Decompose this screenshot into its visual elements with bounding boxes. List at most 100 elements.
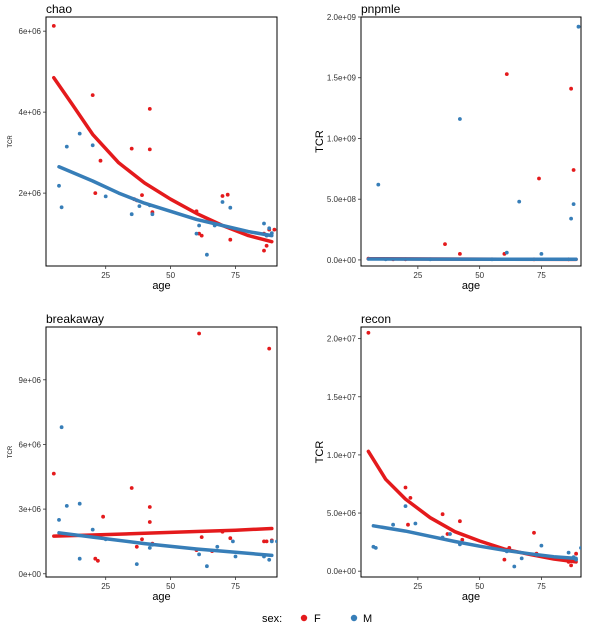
data-point-M xyxy=(374,546,378,550)
data-point-M xyxy=(78,502,82,506)
data-point-M xyxy=(428,257,432,261)
data-point-M xyxy=(505,550,509,554)
data-point-F xyxy=(52,472,56,476)
series-F xyxy=(367,331,578,567)
data-point-F xyxy=(537,177,541,181)
y-tick-label: 0e+00 xyxy=(19,570,42,579)
panel-title: recon xyxy=(361,312,391,326)
panel-title: chao xyxy=(46,2,72,16)
data-point-F xyxy=(228,536,232,540)
data-point-F xyxy=(567,560,571,564)
data-point-F xyxy=(226,193,230,197)
data-point-F xyxy=(96,559,100,563)
data-point-F xyxy=(200,234,204,238)
y-tick-label: 2.0e+09 xyxy=(327,13,357,22)
data-point-M xyxy=(540,544,544,548)
series-M xyxy=(368,25,580,261)
y-tick-label: 6e+06 xyxy=(19,440,42,449)
y-tick-label: 9e+06 xyxy=(19,376,42,385)
y-tick-label: 0.0e+00 xyxy=(327,567,357,576)
data-point-M xyxy=(65,504,69,508)
x-axis-label: age xyxy=(462,280,480,292)
data-point-M xyxy=(57,518,61,522)
legend-key-F xyxy=(301,615,307,621)
data-point-F xyxy=(99,159,103,163)
data-point-F xyxy=(195,209,199,213)
y-tick-label: 2.0e+07 xyxy=(327,335,357,344)
y-tick-label: 5.0e+08 xyxy=(327,195,357,204)
panel-title: breakaway xyxy=(46,312,104,326)
data-point-M xyxy=(197,224,201,228)
data-point-M xyxy=(205,564,209,568)
data-point-M xyxy=(104,195,108,199)
y-tick-label: 1.0e+07 xyxy=(327,451,357,460)
data-point-M xyxy=(138,204,142,208)
data-point-M xyxy=(262,555,266,559)
series-F xyxy=(52,332,274,563)
data-point-F xyxy=(135,545,139,549)
data-point-M xyxy=(391,523,395,527)
data-point-F xyxy=(130,147,134,151)
data-point-M xyxy=(148,203,152,207)
data-point-M xyxy=(65,145,69,149)
data-point-M xyxy=(490,257,494,261)
data-point-F xyxy=(265,244,269,248)
trend-line-M xyxy=(59,167,272,236)
data-point-M xyxy=(414,522,418,526)
x-axis-label: age xyxy=(152,280,170,292)
data-point-F xyxy=(443,242,447,246)
data-point-F xyxy=(148,148,152,152)
data-point-M xyxy=(441,536,445,540)
data-point-M xyxy=(535,553,539,557)
data-point-M xyxy=(574,558,578,562)
data-point-M xyxy=(60,205,64,209)
data-point-M xyxy=(275,540,279,544)
data-point-M xyxy=(517,200,521,204)
data-point-M xyxy=(567,551,571,555)
data-point-F xyxy=(406,523,410,527)
data-point-F xyxy=(221,530,225,534)
data-point-F xyxy=(140,193,144,197)
legend-title: sex: xyxy=(262,613,282,625)
data-point-M xyxy=(148,546,152,550)
data-point-F xyxy=(148,107,152,111)
x-tick-label: 75 xyxy=(231,582,240,591)
data-point-F xyxy=(148,520,152,524)
data-point-M xyxy=(505,251,509,255)
y-tick-label: 6e+06 xyxy=(19,27,42,36)
data-point-M xyxy=(270,231,274,235)
panel-recon: recon0.0e+005.0e+061.0e+071.5e+072.0e+07… xyxy=(314,312,583,603)
trend-line-F xyxy=(54,78,272,242)
data-point-F xyxy=(532,531,536,535)
data-point-M xyxy=(448,532,452,536)
x-tick-label: 75 xyxy=(537,271,546,280)
data-point-F xyxy=(572,168,576,172)
data-point-F xyxy=(52,24,56,28)
data-point-F xyxy=(130,486,134,490)
data-point-M xyxy=(130,212,134,216)
x-tick-label: 25 xyxy=(413,582,422,591)
data-point-F xyxy=(569,87,573,91)
data-point-F xyxy=(569,564,573,568)
y-axis-label: TCR xyxy=(8,135,14,148)
data-point-F xyxy=(441,512,445,516)
data-point-M xyxy=(577,25,581,29)
data-point-M xyxy=(512,565,516,569)
data-point-M xyxy=(221,200,225,204)
data-point-M xyxy=(91,528,95,532)
data-point-M xyxy=(384,257,388,261)
data-point-M xyxy=(151,212,155,216)
data-point-M xyxy=(215,545,219,549)
x-tick-label: 25 xyxy=(413,271,422,280)
data-point-F xyxy=(503,558,507,562)
data-point-F xyxy=(93,191,97,195)
series-F xyxy=(367,72,577,261)
data-point-M xyxy=(195,232,199,236)
data-point-F xyxy=(101,515,105,519)
data-point-F xyxy=(262,249,266,253)
data-point-F xyxy=(265,540,269,544)
data-point-F xyxy=(91,93,95,97)
